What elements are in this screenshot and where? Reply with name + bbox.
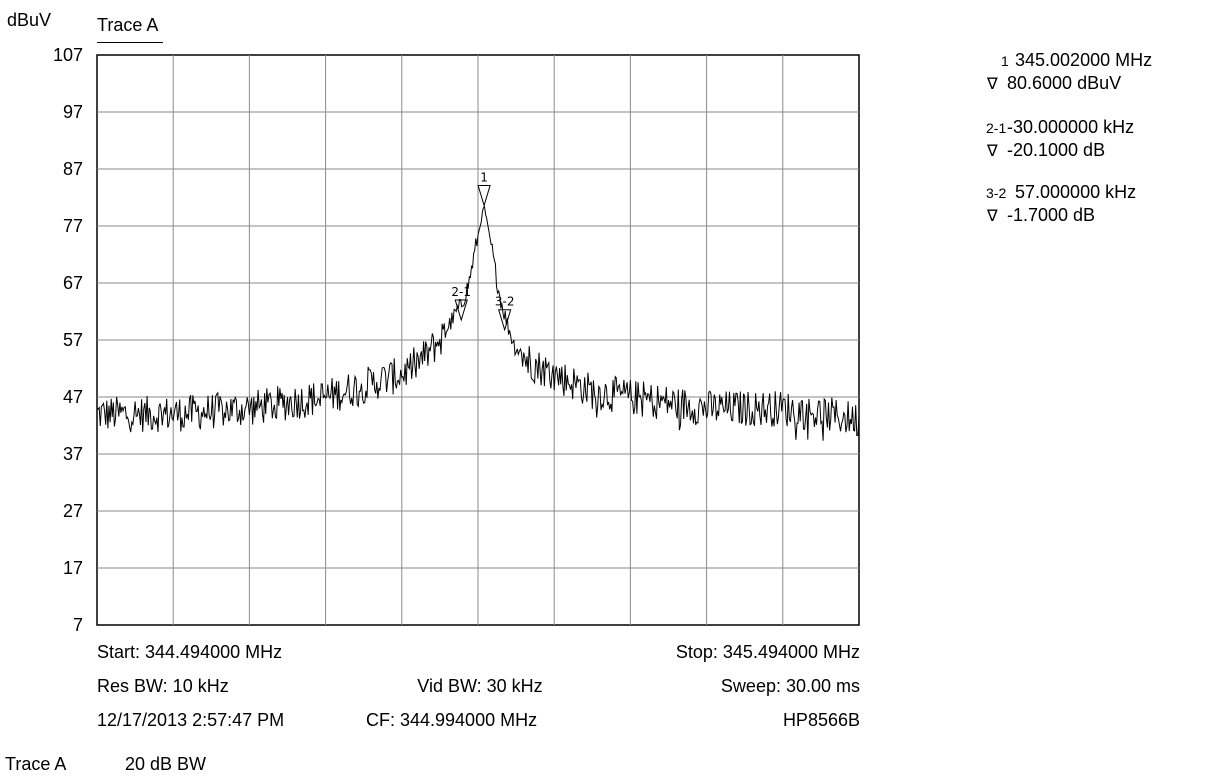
marker-id: 3-2 [986,185,1007,201]
marker-frequency: -30.000000 kHz [1007,117,1135,137]
center-frequency: CF: 344.994000 MHz [366,710,538,730]
footer-trace: Trace A [5,754,67,774]
stop-frequency: Stop: 345.494000 MHz [675,642,860,662]
instrument-model: HP8566B [782,710,860,730]
y-tick-label: 47 [62,387,83,407]
y-tick-label: 27 [62,501,83,521]
y-axis-unit: dBuV [7,10,52,30]
marker-label: 3-2 [495,295,515,309]
marker-frequency: 57.000000 kHz [1015,182,1137,202]
trace-markers: 1 2-1 3-2 [451,170,515,332]
y-tick-label: 57 [62,330,83,350]
marker-triangle [477,184,491,208]
y-tick-label: 77 [62,216,83,236]
marker-triangle-icon: ∇ [987,143,998,160]
trace-label: Trace A [97,15,159,35]
marker-level: 80.6000 dBuV [1007,73,1122,93]
timestamp: 12/17/2013 2:57:47 PM [97,710,285,730]
marker-triangle [454,299,468,322]
y-tick-label: 97 [62,102,83,122]
marker-triangle [497,309,512,332]
y-tick-label: 67 [62,273,83,293]
trace-a-line [96,205,860,441]
marker-label: 2-1 [451,285,471,299]
video-bandwidth: Vid BW: 30 kHz [417,676,543,696]
marker-frequency: 345.002000 MHz [1015,50,1153,70]
sweep-time: Sweep: 30.00 ms [720,676,860,696]
trace-label-underline [97,42,163,43]
grid [97,55,859,625]
y-tick-label: 17 [62,558,83,578]
marker-label: 1 [480,170,488,184]
marker-triangle-icon: ∇ [987,76,998,93]
marker-triangle-icon: ∇ [987,208,998,225]
y-tick-label: 107 [52,45,83,65]
y-tick-label: 7 [72,615,83,635]
marker-id: 2-1 [986,120,1007,136]
resolution-bandwidth: Res BW: 10 kHz [97,676,229,696]
footer-measurement: 20 dB BW [125,754,207,774]
y-tick-label: 87 [62,159,83,179]
y-tick-label: 37 [62,444,83,464]
marker-level: -1.7000 dB [1007,205,1096,225]
start-frequency: Start: 344.494000 MHz [97,642,283,662]
marker-id: 1 [1001,53,1009,69]
marker-level: -20.1000 dB [1007,140,1106,160]
